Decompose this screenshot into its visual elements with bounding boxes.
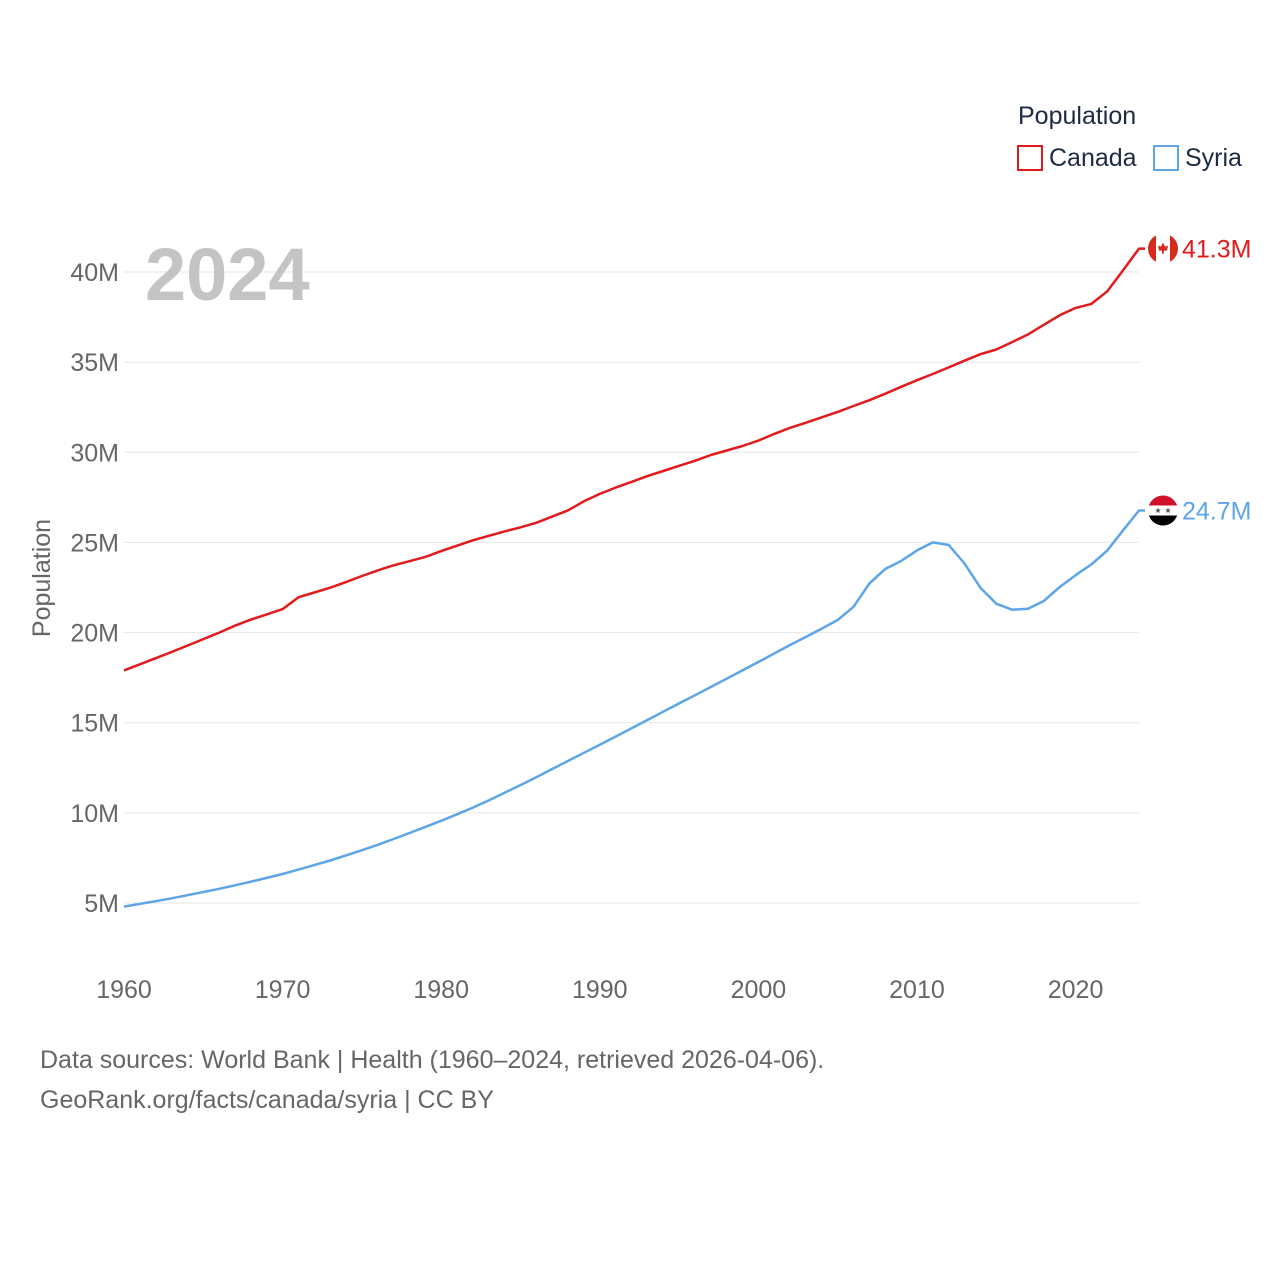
footer: Data sources: World Bank | Health (1960–… [40,1040,824,1120]
y-tick-label: 25M [70,529,119,557]
y-tick-label: 5M [84,890,119,918]
y-axis: 5M 10M 15M 20M 25M 30M 35M 40M [70,259,119,918]
x-tick-label: 1990 [572,976,628,1004]
y-axis-label: Population [28,519,56,637]
x-tick-label: 2000 [731,976,787,1004]
end-markers: 41.3M 24.7M [1148,233,1251,526]
y-tick-label: 15M [70,710,119,738]
legend-label: Syria [1185,144,1242,172]
end-value-label-syria: 24.7M [1182,498,1251,526]
x-tick-label: 1960 [96,976,152,1004]
series-lines [123,247,1145,908]
canada-flag-icon [1148,233,1178,264]
gridlines [124,271,1139,904]
legend-swatch [1153,145,1179,171]
legend[interactable]: Population Canada Syria [1017,102,1242,172]
data-source-note: Data sources: World Bank | Health (1960–… [40,1046,825,1074]
legend-title: Population [1018,102,1136,130]
y-tick-label: 30M [70,439,119,467]
y-tick-label: 10M [70,800,119,828]
x-tick-label: 1980 [413,976,469,1004]
legend-swatch [1017,145,1043,171]
legend-item-canada[interactable]: Canada [1017,144,1137,172]
x-axis: 1960 1970 1980 1990 2000 2010 2020 [96,976,1103,1004]
x-tick-label: 1970 [255,976,311,1004]
syria-flag-icon [1148,495,1178,526]
y-tick-label: 35M [70,349,119,377]
series-line-canada[interactable] [123,247,1145,672]
end-value-label-canada: 41.3M [1182,236,1251,264]
legend-label: Canada [1049,144,1137,172]
series-line-syria[interactable] [123,509,1145,908]
source-link[interactable]: GeoRank.org/facts/canada/syria | CC BY [40,1086,494,1114]
y-tick-label: 40M [70,259,119,287]
year-label: 2024 [145,233,310,316]
x-tick-label: 2010 [889,976,945,1004]
legend-item-syria[interactable]: Syria [1153,144,1242,172]
x-tick-label: 2020 [1048,976,1104,1004]
y-tick-label: 20M [70,620,119,648]
